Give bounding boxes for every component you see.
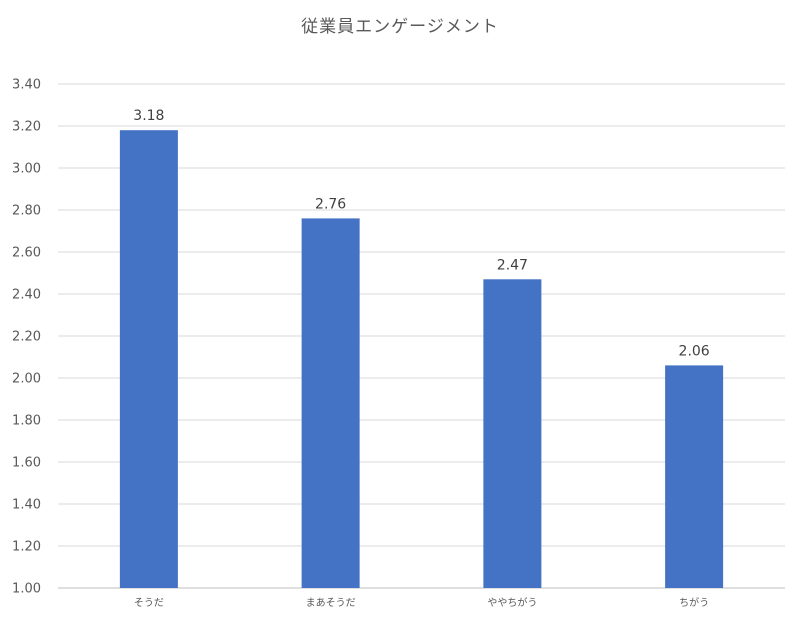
bar bbox=[665, 365, 724, 588]
y-tick-label: 1.60 bbox=[12, 456, 41, 471]
y-tick-label: 1.40 bbox=[12, 498, 41, 513]
data-label: 3.18 bbox=[133, 108, 164, 124]
bar bbox=[119, 130, 178, 588]
x-tick-label: そうだ bbox=[134, 597, 164, 609]
x-tick-label: ややちがう bbox=[487, 596, 537, 609]
y-tick-label: 3.40 bbox=[12, 78, 41, 93]
bar bbox=[301, 218, 360, 588]
x-tick-label: まあそうだ bbox=[306, 597, 356, 609]
y-tick-label: 2.00 bbox=[12, 372, 41, 387]
y-tick-label: 2.40 bbox=[12, 288, 41, 303]
y-tick-label: 1.20 bbox=[12, 540, 41, 555]
data-label: 2.76 bbox=[315, 196, 346, 212]
bar bbox=[483, 279, 542, 588]
data-label: 2.47 bbox=[497, 257, 528, 273]
y-tick-label: 2.20 bbox=[12, 330, 41, 345]
y-tick-label: 3.20 bbox=[12, 120, 41, 135]
y-tick-label: 2.80 bbox=[12, 204, 41, 219]
x-tick-label: ちがう bbox=[679, 596, 709, 609]
data-label: 2.06 bbox=[679, 343, 710, 359]
chart-title: 従業員エンゲージメント bbox=[301, 17, 499, 37]
y-tick-label: 1.80 bbox=[12, 414, 41, 429]
y-tick-label: 3.00 bbox=[12, 162, 41, 177]
y-tick-label: 2.60 bbox=[12, 246, 41, 261]
y-tick-label: 1.00 bbox=[12, 582, 41, 597]
